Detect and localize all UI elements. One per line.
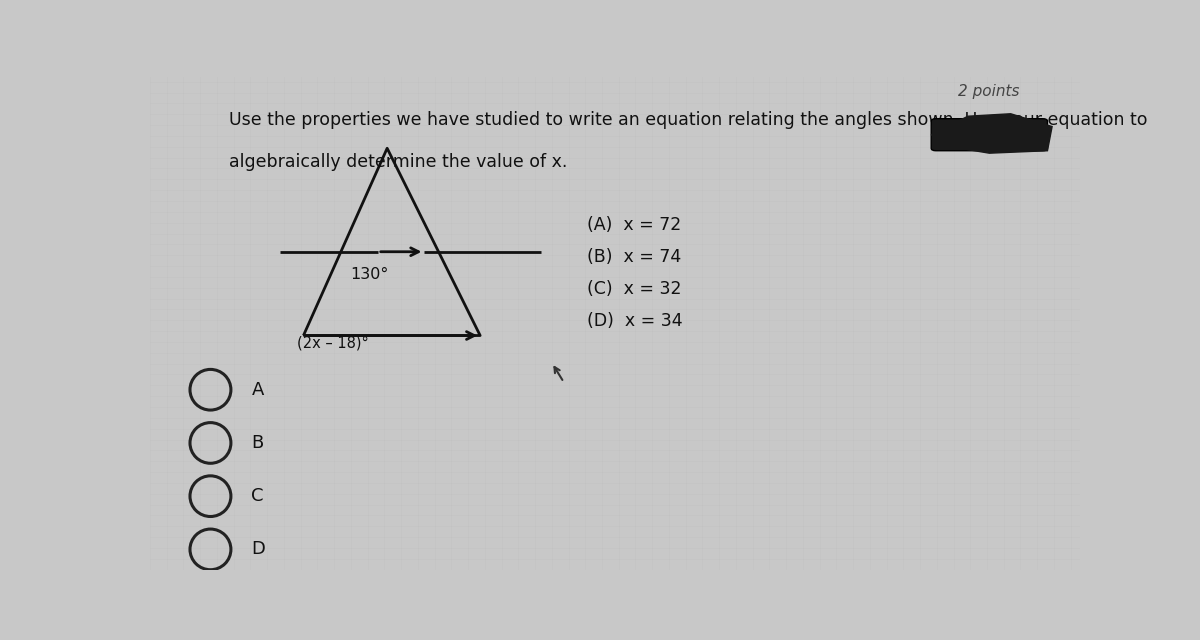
Text: 130°: 130° [350,266,389,282]
Text: (A)  x = 72: (A) x = 72 [587,216,682,234]
Text: (B)  x = 74: (B) x = 74 [587,248,682,266]
Text: algebraically determine the value of x.: algebraically determine the value of x. [229,153,568,171]
Text: A: A [251,381,264,399]
Text: D: D [251,540,265,558]
Text: Use the properties we have studied to write an equation relating the angles show: Use the properties we have studied to wr… [229,111,1147,129]
Text: (C)  x = 32: (C) x = 32 [587,280,682,298]
Text: (2x – 18)°: (2x – 18)° [296,335,368,351]
FancyBboxPatch shape [931,118,1048,150]
Text: 2 points: 2 points [958,84,1020,99]
Text: B: B [251,434,264,452]
Polygon shape [931,114,1052,153]
Text: (D)  x = 34: (D) x = 34 [587,312,683,330]
Text: C: C [251,487,264,505]
